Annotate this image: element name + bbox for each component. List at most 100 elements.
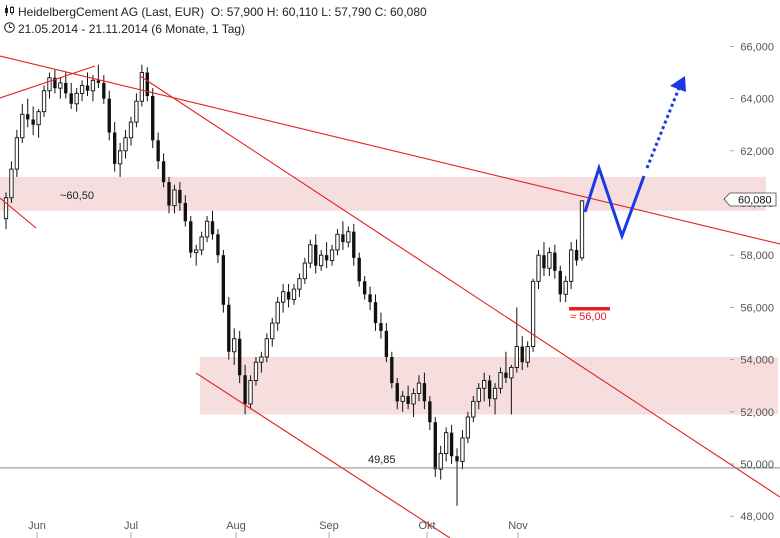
candle-body-up: [514, 346, 519, 368]
x-tick-label: Sep: [319, 520, 339, 532]
candle-body-up: [204, 220, 210, 238]
trendline: [195, 372, 451, 538]
candle: [199, 231, 204, 256]
candle: [79, 80, 85, 102]
candle-body-down: [362, 281, 367, 295]
candle-body-up: [79, 85, 85, 94]
candle: [455, 448, 459, 506]
candle: [128, 116, 134, 146]
candle: [406, 385, 410, 410]
candle: [400, 390, 405, 412]
candle-body-up: [58, 82, 63, 89]
candle: [324, 242, 329, 269]
candle-body-down: [428, 401, 432, 423]
candle-body-up: [117, 150, 123, 165]
candle-body-up: [3, 197, 9, 220]
candle-body-down: [107, 98, 111, 133]
candle: [123, 129, 128, 159]
projection-dotted-line: [645, 87, 681, 169]
candle: [291, 283, 297, 305]
candle-body-down: [31, 119, 35, 125]
candle: [319, 249, 324, 271]
candle: [553, 244, 557, 279]
trendline: [0, 55, 780, 245]
candle: [411, 388, 416, 418]
candle-body-down: [395, 383, 399, 402]
candle: [346, 226, 351, 248]
candle-body-up: [128, 121, 134, 139]
candle-body-down: [553, 252, 557, 271]
candle: [74, 88, 79, 112]
y-tick-label: 56,000: [740, 302, 774, 314]
candle: [476, 383, 481, 410]
candle: [227, 296, 231, 360]
candle-body-up: [400, 395, 405, 402]
candle-body-up: [438, 453, 443, 470]
candle-body-down: [455, 456, 459, 462]
candle: [26, 98, 30, 128]
y-axis: 48,000 50,000 52,000 54,000 56,000 58,000 60,0…: [730, 0, 774, 523]
candle-body-down: [520, 346, 524, 363]
candle-body-down: [210, 221, 215, 235]
candle-body-up: [492, 387, 498, 400]
candle-body-up: [9, 168, 14, 199]
candle: [368, 286, 372, 311]
candle: [64, 72, 68, 99]
candle-body-down: [216, 234, 220, 256]
candle: [69, 82, 73, 110]
candle-body-down: [542, 255, 546, 269]
candle: [395, 377, 399, 410]
candle: [3, 192, 9, 230]
candle-body-down: [112, 132, 117, 164]
candle-body-down: [406, 396, 410, 404]
candle-body-up: [302, 262, 308, 280]
candle: [525, 341, 530, 368]
candle-body-down: [183, 203, 188, 222]
candle: [237, 330, 242, 384]
projection: [583, 76, 686, 241]
candle-body-down: [26, 114, 30, 120]
candle-body-up: [329, 249, 335, 261]
candle-body-down: [324, 255, 329, 261]
x-tick-label: Nov: [508, 520, 528, 532]
candle: [183, 195, 188, 227]
x-tick-label: Aug: [226, 520, 246, 532]
candle-body-down: [227, 304, 231, 352]
candle-body-up: [36, 111, 41, 126]
candle: [449, 424, 454, 464]
candle: [444, 427, 449, 462]
y-tick-label: 54,000: [740, 355, 774, 367]
candle: [335, 229, 340, 256]
clock-icon: [4, 22, 18, 36]
candle-body-up: [416, 382, 422, 394]
candle: [151, 88, 155, 149]
candle-body-down: [487, 380, 492, 399]
candle-body-up: [476, 387, 481, 402]
candle-body-down: [102, 82, 106, 99]
last-price-label: 60,080: [738, 195, 772, 207]
candle: [314, 234, 318, 274]
candle-body-up: [335, 233, 340, 251]
candle: [20, 103, 25, 143]
candle: [487, 375, 492, 407]
candle-body-down: [96, 80, 101, 83]
candle: [460, 430, 465, 470]
candle-body-up: [253, 361, 259, 381]
candle-body-down: [357, 257, 361, 282]
trendline: [139, 75, 780, 498]
candle-body-up: [563, 280, 568, 295]
candle-body-up: [275, 301, 280, 324]
y-tick-label: 64,000: [740, 94, 774, 106]
candle: [112, 122, 117, 172]
candle-body-down: [341, 234, 345, 243]
candle: [379, 312, 383, 339]
candle-body-down: [237, 338, 242, 376]
candle: [428, 396, 432, 431]
candle: [259, 351, 264, 373]
candle: [492, 383, 498, 415]
candle: [558, 265, 562, 303]
candle: [297, 273, 302, 297]
candle: [90, 75, 96, 102]
candle-body-down: [189, 221, 193, 253]
